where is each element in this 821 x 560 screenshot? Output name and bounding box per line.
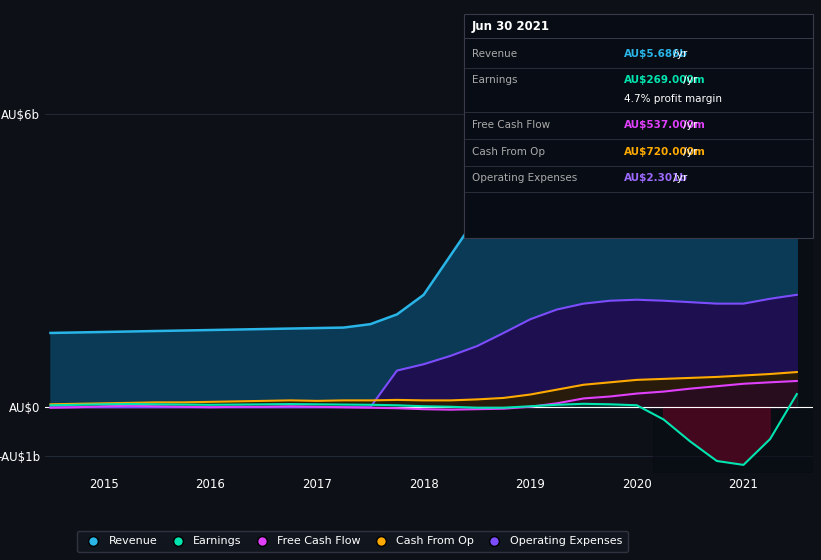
Bar xyxy=(653,90,813,473)
Text: AU$720.000m: AU$720.000m xyxy=(624,147,706,157)
Text: Earnings: Earnings xyxy=(472,75,517,85)
Text: /yr: /yr xyxy=(670,49,687,59)
Text: 4.7% profit margin: 4.7% profit margin xyxy=(624,94,722,104)
Text: Free Cash Flow: Free Cash Flow xyxy=(472,120,550,130)
Text: AU$537.000m: AU$537.000m xyxy=(624,120,706,130)
Text: AU$5.686b: AU$5.686b xyxy=(624,49,688,59)
Text: AU$269.000m: AU$269.000m xyxy=(624,75,705,85)
Text: /yr: /yr xyxy=(680,120,697,130)
Text: /yr: /yr xyxy=(680,75,697,85)
Text: AU$2.301b: AU$2.301b xyxy=(624,174,688,184)
Text: Operating Expenses: Operating Expenses xyxy=(472,174,577,184)
Text: Revenue: Revenue xyxy=(472,49,517,59)
Text: Jun 30 2021: Jun 30 2021 xyxy=(472,20,550,32)
Text: /yr: /yr xyxy=(670,174,687,184)
Text: Cash From Op: Cash From Op xyxy=(472,147,545,157)
Legend: Revenue, Earnings, Free Cash Flow, Cash From Op, Operating Expenses: Revenue, Earnings, Free Cash Flow, Cash … xyxy=(76,531,628,552)
Text: /yr: /yr xyxy=(680,147,697,157)
